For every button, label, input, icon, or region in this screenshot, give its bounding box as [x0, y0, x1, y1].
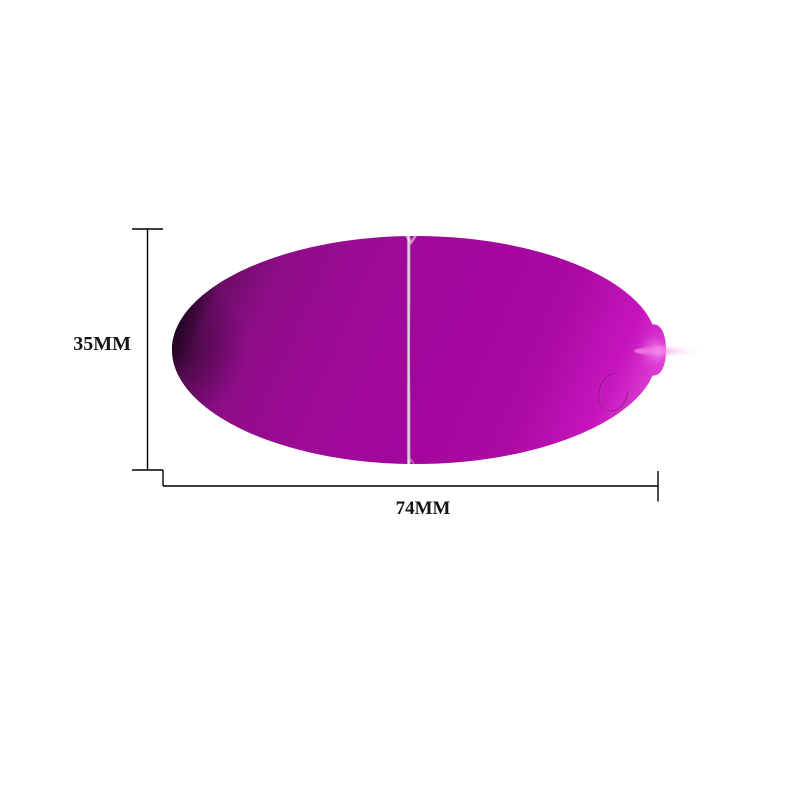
svg-text:35MM: 35MM — [73, 333, 131, 355]
svg-text:74MM: 74MM — [396, 498, 451, 519]
